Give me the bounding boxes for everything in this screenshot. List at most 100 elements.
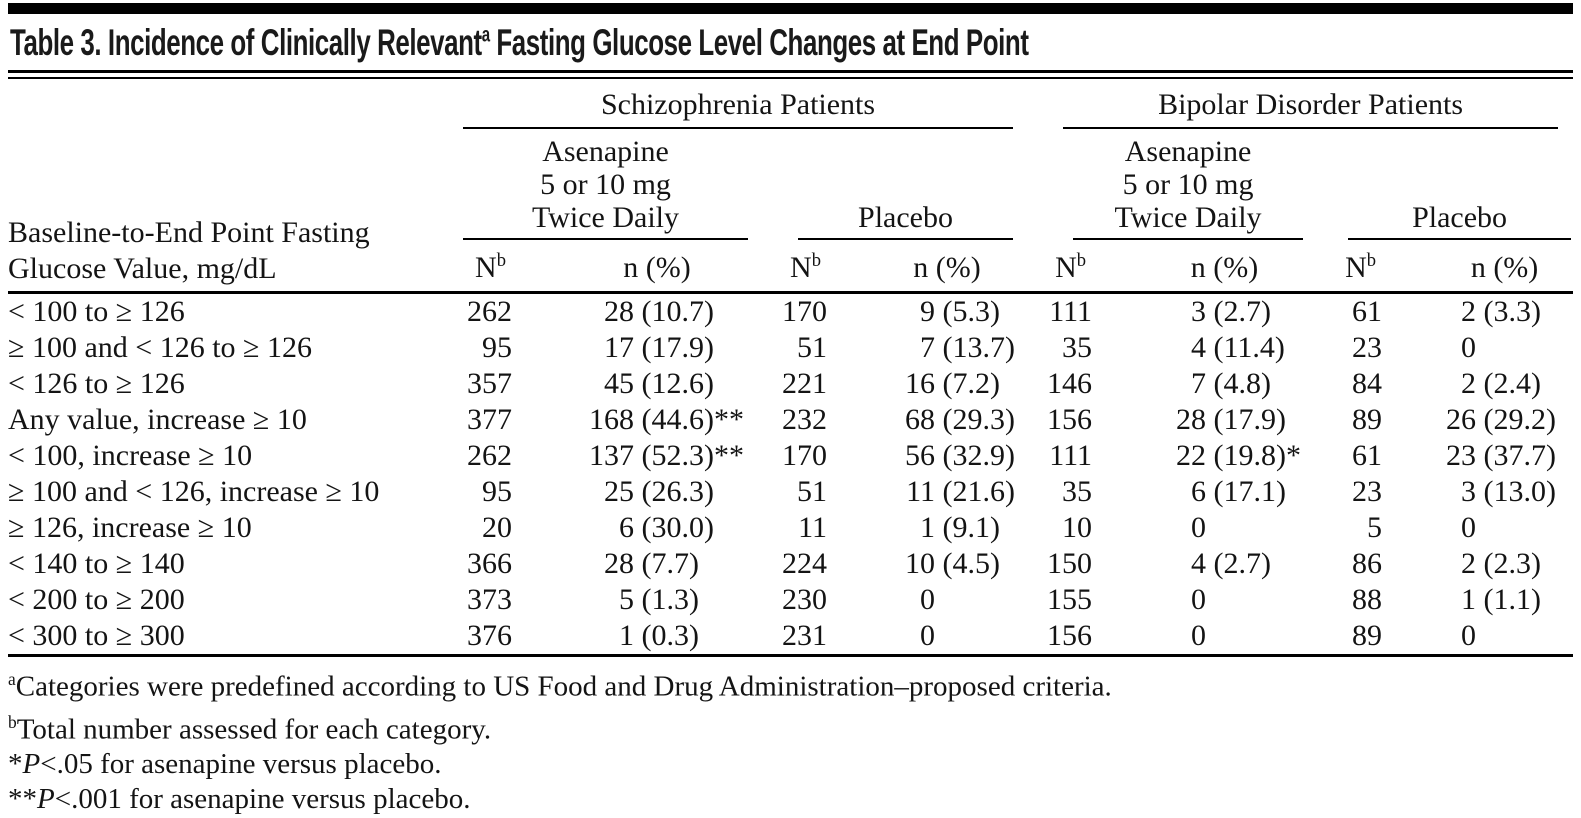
count-value: 0 <box>1191 619 1207 652</box>
percent-value: (9.1) <box>935 511 1000 544</box>
n-pct-cell: 11 (21.6) <box>833 474 1015 510</box>
percent-value: (1.3) <box>634 583 699 616</box>
n-total-cell: 156 <box>1013 618 1099 657</box>
n-total-cell: 86 <box>1352 547 1383 580</box>
n-pct-cell: 3 (13.0) <box>1388 474 1573 510</box>
title-rule-thick <box>8 70 1573 73</box>
n-pct-cell: 1 (0.3) <box>518 618 748 657</box>
table-row: ≥ 100 and < 126 to ≥ 126 95 17 (17.9) 51 7 (… <box>8 330 1573 366</box>
n-pct-cell: 16 (7.2) <box>833 366 1013 402</box>
percent-value: (13.0) <box>1476 475 1557 508</box>
row-label: ≥ 100 and < 126, increase ≥ 10 <box>8 475 380 508</box>
col-header-n-total: Nb <box>748 240 833 294</box>
percent-value: (13.7) <box>935 331 1015 364</box>
n-pct-cell: 56 (32.9) <box>833 438 1015 474</box>
row-label: < 100, increase ≥ 10 <box>8 439 253 472</box>
n-pct-cell: 45 (12.6) <box>518 366 748 402</box>
n-pct-cell: 7 (4.8) <box>1098 366 1303 402</box>
percent-value: (44.6)** <box>634 403 744 436</box>
percent-value: (29.3) <box>935 403 1015 436</box>
glucose-incidence-table: Baseline-to-End Point Fasting Glucose Va… <box>8 83 1574 657</box>
n-pct-cell: 4 (11.4) <box>1098 330 1303 366</box>
n-label: N <box>790 251 812 284</box>
subgroup-underline: Asenapine 5 or 10 mg Twice Daily <box>1073 135 1304 240</box>
n-total-cell: 231 <box>748 618 833 657</box>
percent-value: (17.9) <box>634 331 714 364</box>
n-pct-cell: 2 (2.3) <box>1388 546 1573 582</box>
percent-value: (52.3)** <box>634 439 744 472</box>
n-total-cell: 230 <box>782 583 827 616</box>
row-label: < 300 to ≥ 300 <box>8 618 438 657</box>
table-row: ≥ 126, increase ≥ 10 20 6 (30.0) 11 1 (9.1) 1… <box>8 510 1573 546</box>
percent-value: (30.0) <box>634 511 714 544</box>
n-pct-cell: 1 (1.1) <box>1388 582 1573 618</box>
percent-value: (17.1) <box>1206 475 1287 508</box>
n-total-cell: 35 <box>1062 331 1093 364</box>
count-value: 16 <box>905 367 935 400</box>
percent-value: (26.3) <box>634 475 714 508</box>
table-title-footnote-marker: a <box>481 22 490 47</box>
row-label: < 126 to ≥ 126 <box>8 367 185 400</box>
subgroup-label-line: Placebo <box>1412 201 1508 234</box>
footnote-text: Categories were predefined according to … <box>15 670 1112 703</box>
n-total-cell: 89 <box>1303 618 1389 657</box>
row-label: ≥ 126, increase ≥ 10 <box>8 511 252 544</box>
subgroup-header-asenapine-bipolar: Asenapine 5 or 10 mg Twice Daily <box>1013 129 1304 240</box>
n-pct-label: n (%) <box>913 251 981 284</box>
n-total-cell: 61 <box>1352 295 1383 328</box>
count-value: 3 <box>1191 295 1207 328</box>
n-pct-cell: 137 (52.3)** <box>518 438 748 474</box>
n-pct-cell: 0 <box>833 618 1014 657</box>
n-pct-cell: 6 (17.1) <box>1098 474 1303 510</box>
col-header-n-pct: n (%) <box>518 240 748 294</box>
subgroup-label-line: 5 or 10 mg <box>1122 168 1254 201</box>
count-value: 23 <box>1446 439 1477 472</box>
percent-value: (21.6) <box>935 475 1015 508</box>
footnote-p-symbol: P <box>37 783 55 816</box>
percent-value: (10.7) <box>634 295 714 328</box>
count-value: 10 <box>905 547 935 580</box>
n-total-cell: 61 <box>1352 439 1383 472</box>
n-total-cell: 51 <box>797 331 827 364</box>
n-total-cell: 10 <box>1062 511 1093 544</box>
percent-value: (32.9) <box>935 439 1015 472</box>
subgroup-label-line: Placebo <box>858 201 953 234</box>
footnotes: aCategories were predefined according to… <box>8 662 1573 817</box>
n-pct-cell: 23 (37.7) <box>1388 438 1573 474</box>
column-header-row: Nb n (%) Nb n (%) Nb n (%) Nb n (%) <box>8 240 1574 294</box>
count-value: 56 <box>905 439 935 472</box>
table-title: Table 3. Incidence of Clinically Relevan… <box>10 22 1104 64</box>
footnote: *P<.05 for asenapine versus placebo. <box>8 747 1573 782</box>
subgroup-underline: Placebo <box>1348 201 1572 240</box>
col-header-n-pct: n (%) <box>833 240 1014 294</box>
count-value: 1 <box>619 619 634 652</box>
title-rule-thin <box>8 77 1573 79</box>
col-header-n-pct: n (%) <box>1098 240 1304 294</box>
count-value: 22 <box>1176 439 1207 472</box>
n-pct-cell: 0 <box>1098 510 1303 546</box>
table-row: ≥ 100 and < 126, increase ≥ 10 95 25 (26.3… <box>8 474 1573 510</box>
table-title-main: Table 3. Incidence of Clinically Relevan… <box>10 22 482 63</box>
n-pct-cell: 28 (17.9) <box>1098 402 1303 438</box>
col-header-n-pct: n (%) <box>1388 240 1574 294</box>
n-label: N <box>1055 251 1077 284</box>
col-header-n-total: Nb <box>438 240 518 294</box>
footnote-marker: a <box>8 669 16 689</box>
count-value: 5 <box>619 583 634 616</box>
percent-value: (3.3) <box>1476 295 1542 328</box>
n-pct-cell: 28 (10.7) <box>518 293 748 331</box>
footnote-text: <.001 for asenapine versus placebo. <box>54 783 471 816</box>
n-pct-cell: 28 (7.7) <box>518 546 748 582</box>
count-value: 17 <box>604 331 634 364</box>
subgroup-label-line: Twice Daily <box>531 201 679 234</box>
count-value: 6 <box>1191 475 1207 508</box>
n-total-cell: 232 <box>782 403 827 436</box>
row-label: < 100 to ≥ 126 <box>8 295 185 328</box>
subgroup-underline: Asenapine 5 or 10 mg Twice Daily <box>463 135 748 240</box>
n-pct-cell: 0 <box>1388 510 1573 546</box>
n-total-cell: 224 <box>782 547 827 580</box>
percent-value: (4.8) <box>1206 367 1272 400</box>
n-pct-label: n (%) <box>1190 251 1259 284</box>
n-total-cell: 35 <box>1062 475 1093 508</box>
